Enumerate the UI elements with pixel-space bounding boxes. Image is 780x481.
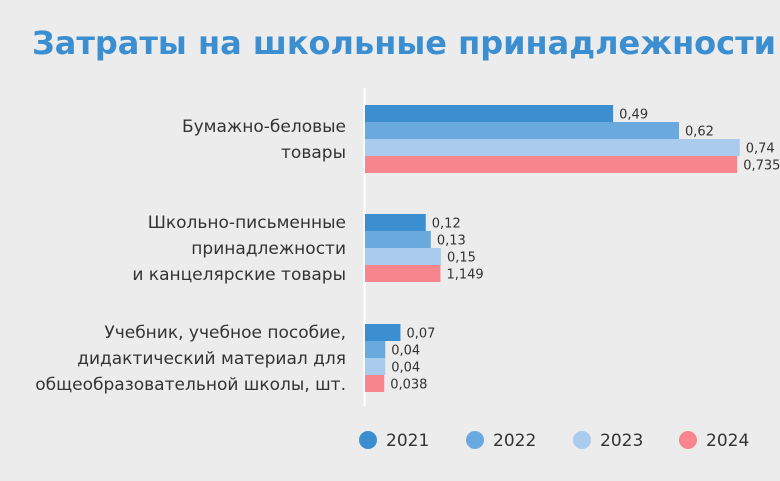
- bar-2023-cat-2: [365, 248, 441, 265]
- legend-label-2021: 2021: [386, 431, 429, 451]
- data-label-2023-cat-2: 0,15: [447, 251, 476, 266]
- bar-2024-cat-2: [365, 265, 441, 282]
- legend-marker-2021: [359, 431, 377, 449]
- bar-2021-cat-1: [365, 105, 614, 122]
- category-label-2-line-1: Школьно-письменные: [148, 213, 346, 233]
- bar-2022-cat-1: [365, 122, 679, 139]
- category-label-2-line-2: принадлежности: [191, 239, 346, 259]
- data-label-2022-cat-2: 0,13: [437, 234, 466, 249]
- category-label-3-line-3: общеобразовательной школы, шт.: [35, 375, 346, 395]
- category-label-3-line-2: дидактический материал для: [77, 349, 346, 369]
- bar-2023-cat-3: [365, 358, 386, 375]
- category-labels-layer: Бумажно-беловые товары Школьно-письменные п…: [35, 117, 346, 395]
- category-label-1-line-2: товары: [281, 143, 346, 163]
- bar-2021-cat-3: [365, 324, 401, 341]
- data-label-2021-cat-2: 0,12: [432, 217, 461, 232]
- bar-2022-cat-2: [365, 231, 431, 248]
- legend: 2021 2022 2023 2024: [359, 431, 749, 451]
- data-label-2021-cat-1: 0,49: [619, 108, 648, 123]
- bar-2023-cat-1: [365, 139, 740, 156]
- bar-2022-cat-3: [365, 341, 386, 358]
- data-label-2023-cat-1: 0,74: [746, 142, 775, 157]
- data-label-2021-cat-3: 0,07: [406, 327, 435, 342]
- legend-marker-2024: [679, 431, 697, 449]
- data-label-2024-cat-1: 0,735: [743, 159, 780, 174]
- category-label-2-line-3: и канцелярские товары: [132, 265, 346, 285]
- bars-layer: 0,49 0,62 0,74 0,735 0,12 0,13 0,15 1,149 0,07 0,…: [365, 105, 780, 393]
- legend-marker-2022: [466, 431, 484, 449]
- data-label-2024-cat-2: 1,149: [446, 268, 483, 283]
- category-label-3-line-1: Учебник, учебное пособие,: [104, 323, 346, 343]
- bar-2024-cat-1: [365, 156, 738, 173]
- legend-label-2022: 2022: [493, 431, 536, 451]
- legend-label-2023: 2023: [600, 431, 643, 451]
- data-label-2022-cat-1: 0,62: [685, 125, 714, 140]
- category-label-1-line-1: Бумажно-беловые: [182, 117, 346, 137]
- data-label-2022-cat-3: 0,04: [391, 344, 420, 359]
- legend-label-2024: 2024: [706, 431, 749, 451]
- legend-marker-2023: [573, 431, 591, 449]
- bar-2021-cat-2: [365, 214, 426, 231]
- data-label-2024-cat-3: 0,038: [390, 378, 427, 393]
- chart-title: Затраты на школьные принадлежности: [32, 24, 776, 62]
- bar-2024-cat-3: [365, 375, 385, 392]
- data-label-2023-cat-3: 0,04: [391, 361, 420, 376]
